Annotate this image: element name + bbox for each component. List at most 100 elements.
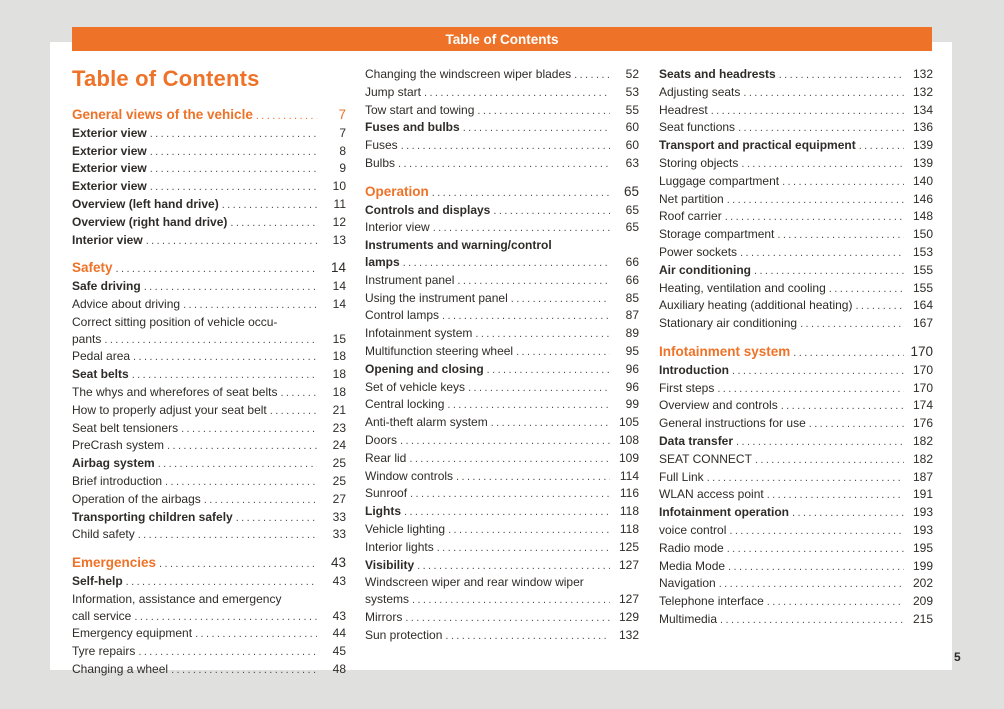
toc-entry-label: Navigation: [659, 576, 716, 591]
toc-entry-row: Exterior view 10: [72, 178, 346, 196]
toc-entry-label: How to properly adjust your seat belt: [72, 402, 267, 417]
toc-dot-leader: [150, 125, 317, 143]
toc-column-3: Seats and headrests 132 Adjusting seats 132…: [659, 66, 933, 629]
toc-entry: Headrest 134: [659, 102, 933, 120]
toc-entry-page: 12: [332, 214, 346, 229]
toc-entry-row: Interior view 13: [72, 232, 346, 250]
toc-entry-page: 52: [625, 67, 639, 81]
toc-dot-leader: [424, 84, 610, 102]
toc-entry-label: Storing objects: [659, 155, 739, 170]
toc-entry-row: WLAN access point 191: [659, 486, 933, 504]
toc-entry-line1: Instruments and warning/control: [365, 238, 552, 253]
toc-entry-row: Central locking 99: [365, 396, 639, 414]
toc-entry-row: PreCrash system 24: [72, 437, 346, 455]
toc-entry-label: voice control: [659, 522, 727, 537]
toc-entry-label: Full Link: [659, 469, 704, 484]
toc-dot-leader: [432, 184, 610, 202]
toc-entry-label: PreCrash system: [72, 438, 165, 453]
toc-dot-leader: [146, 232, 317, 250]
toc-entry: Pedal area 18: [72, 348, 346, 366]
toc-entry-page: 25: [332, 473, 346, 488]
toc-entry-page: 60: [625, 120, 639, 135]
toc-dot-leader: [743, 84, 904, 102]
toc-column-1: General views of the vehicle7Exterior vi…: [72, 107, 346, 679]
toc-dot-leader: [405, 609, 610, 627]
toc-entry-row: Introduction 170: [659, 362, 933, 380]
toc-entry-label: Stationary air conditioning: [659, 316, 798, 331]
toc-entry-row: Seat belt tensioners 23: [72, 420, 346, 438]
toc-entry: Controls and displays 65: [365, 202, 639, 220]
toc-entry: Tow start and towing 55: [365, 102, 639, 120]
toc-entry: Full Link 187: [659, 469, 933, 487]
toc-entry-row: Emergencies 43: [72, 555, 346, 573]
toc-entry-label: Radio mode: [659, 540, 724, 555]
toc-entry: Exterior view 9: [72, 160, 346, 178]
toc-entry-page: 193: [912, 505, 933, 520]
toc-entry-row: Media Mode 199: [659, 558, 933, 576]
toc-entry-page: 18: [332, 349, 346, 364]
toc-entry-page: 182: [912, 451, 933, 466]
toc-entry-row: Headrest 134: [659, 102, 933, 120]
toc-entry-label: Operation: [365, 183, 429, 199]
toc-entry-line1: Information, assistance and emergency: [72, 591, 282, 606]
toc-entry-page: 18: [332, 384, 346, 399]
toc-entry: Storage compartment 150: [659, 226, 933, 244]
toc-entry-row: Tyre repairs 45: [72, 643, 346, 661]
toc-entry: SEAT CONNECT 182: [659, 451, 933, 469]
toc-entry-page: 134: [912, 102, 933, 117]
page-title: Table of Contents: [72, 66, 260, 91]
toc-dot-leader: [417, 557, 610, 575]
toc-entry: The whys and wherefores of seat belts 18: [72, 384, 346, 402]
toc-entry-label: Infotainment system: [659, 343, 791, 359]
toc-entry-label: Seats and headrests: [659, 67, 776, 81]
toc-entry-row: Storage compartment 150: [659, 226, 933, 244]
toc-entry-row: First steps 170: [659, 380, 933, 398]
toc-entry-label: call service: [72, 608, 132, 623]
toc-entry-label: Fuses and bulbs: [365, 120, 460, 135]
toc-entry: Airbag system 25: [72, 455, 346, 473]
toc-dot-leader: [401, 137, 610, 155]
toc-entry-label: systems: [365, 592, 410, 607]
toc-entry: Transporting children safely 33: [72, 509, 346, 527]
toc-entry: Adjusting seats 132: [659, 84, 933, 102]
toc-entry: Interior lights 125: [365, 539, 639, 557]
toc-entry-row: Infotainment system 170: [659, 344, 933, 362]
toc-entry-row: Controls and displays 65: [365, 202, 639, 220]
toc-dot-leader: [792, 504, 904, 522]
toc-entry-label: Heating, ventilation and cooling: [659, 280, 826, 295]
toc-dot-leader: [133, 348, 317, 366]
toc-entry-label: Adjusting seats: [659, 84, 741, 99]
toc-dot-leader: [727, 191, 904, 209]
toc-entry: First steps 170: [659, 380, 933, 398]
toc-entry-label: Media Mode: [659, 558, 726, 573]
toc-dot-leader: [104, 331, 317, 349]
toc-dot-leader: [725, 208, 904, 226]
toc-entry: Operation of the airbags 27: [72, 491, 346, 509]
toc-entry-label: Safety: [72, 260, 113, 276]
toc-entry-page: 150: [912, 227, 933, 242]
toc-entry-label: pants: [72, 331, 102, 346]
toc-entry: Telephone interface 209: [659, 593, 933, 611]
toc-entry-row: Overview and controls 174: [659, 397, 933, 415]
toc-entry-row: Seat functions 136: [659, 119, 933, 137]
toc-entry-row: Jump start 53: [365, 84, 639, 102]
toc-entry: Anti-theft alarm system 105: [365, 414, 639, 432]
toc-dot-leader: [116, 260, 317, 278]
toc-entry-row: Instrument panel 66: [365, 272, 639, 290]
toc-entry-row: Radio mode 195: [659, 540, 933, 558]
toc-entry: Advice about driving 14: [72, 296, 346, 314]
toc-entry-page: 167: [912, 316, 933, 331]
toc-entry: Lights 118: [365, 503, 639, 521]
toc-entry-label: First steps: [659, 380, 715, 395]
toc-entry-row: Lights 118: [365, 503, 639, 521]
toc-entry-label: Power sockets: [659, 244, 738, 259]
toc-entry: Emergency equipment 44: [72, 625, 346, 643]
toc-dot-leader: [404, 503, 610, 521]
toc-entry-label: Brief introduction: [72, 473, 163, 488]
toc-entry: Safe driving 14: [72, 278, 346, 296]
toc-entry-row: Sun protection 132: [365, 627, 639, 645]
toc-column-2: Changing the windscreen wiper blades 52 Ju…: [365, 66, 639, 645]
toc-entry-page: 202: [912, 576, 933, 591]
toc-dot-leader: [711, 102, 904, 120]
